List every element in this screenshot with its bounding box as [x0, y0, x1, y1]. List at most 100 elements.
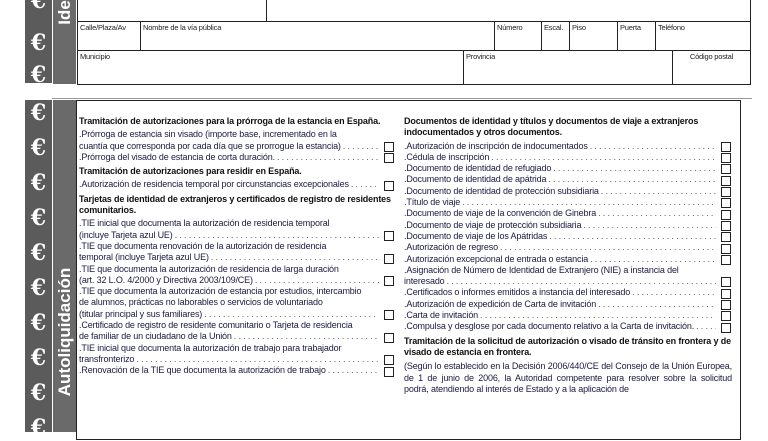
fee-checkbox[interactable]	[384, 141, 394, 152]
province-field[interactable]: Provincia	[464, 51, 673, 84]
fee-checkbox[interactable]	[721, 175, 731, 186]
floor-label: Piso	[572, 23, 586, 32]
fee-item: .TIE que documenta renovación de la auto…	[79, 241, 395, 264]
fee-item: .Documento de viaje de la convención de …	[404, 208, 732, 220]
phone-field[interactable]: Teléfono	[656, 22, 750, 51]
fee-checkbox[interactable]	[721, 164, 731, 175]
fee-checkbox[interactable]	[721, 153, 731, 164]
fee-checkbox[interactable]	[721, 141, 731, 152]
euro-icon: €	[30, 62, 47, 88]
fee-checkbox[interactable]	[384, 230, 394, 241]
fee-item: .Prórroga de estancia sin visado (import…	[79, 129, 395, 152]
fee-item-text: .Documento de identidad de refugiado	[404, 163, 552, 174]
fee-item-text: .Prórroga del visado de estancia de cort…	[79, 151, 275, 162]
fee-checkbox[interactable]	[721, 187, 731, 198]
dot-leader	[255, 275, 379, 286]
number-field[interactable]: Número	[495, 22, 542, 51]
fee-item-text: .Documento de viaje de los Apátridas	[404, 230, 548, 241]
surname-field[interactable]	[267, 0, 750, 22]
fee-item-text: transfronterizo	[79, 353, 135, 364]
municipality-field[interactable]: Municipio	[78, 51, 464, 84]
section-divider	[52, 98, 752, 99]
dot-leader	[234, 331, 379, 342]
fee-item: .Autorización de expedición de Carta de …	[404, 299, 732, 311]
fee-checkbox[interactable]	[721, 220, 731, 231]
euro-strip-top	[25, 0, 52, 83]
dot-leader	[343, 141, 379, 152]
fee-checkbox[interactable]	[384, 253, 394, 264]
fee-item-text: .Carta de invitación	[404, 310, 479, 321]
fee-checkbox[interactable]	[384, 153, 394, 164]
legal-note: (Según lo establecido en la Decisión 200…	[404, 361, 732, 394]
postal-code-field[interactable]: Código postal	[673, 51, 750, 84]
fee-checkbox[interactable]	[384, 310, 394, 321]
fee-item-text: (titular principal y sus familiares)	[79, 308, 203, 319]
fee-item: .Asignación de Número de Identidad de Ex…	[404, 265, 732, 288]
fee-item-text: interesado	[404, 276, 445, 287]
street-name-field[interactable]: Nombre de la vía pública	[141, 22, 495, 51]
staircase-field[interactable]: Escal.	[542, 22, 570, 51]
euro-icon: €	[30, 415, 47, 441]
fee-checkbox[interactable]	[384, 276, 394, 287]
fee-checkbox[interactable]	[384, 366, 394, 377]
fee-checkbox[interactable]	[384, 180, 394, 191]
fee-checkbox[interactable]	[721, 311, 731, 322]
euro-icon: €	[30, 310, 47, 336]
fee-item: .Documento de viaje de los Apátridas	[404, 230, 732, 243]
fee-item-text: .Asignación de Número de Identidad de Ex…	[404, 264, 679, 275]
fee-checkbox[interactable]	[721, 300, 731, 311]
fee-item: .Título de viaje	[404, 197, 732, 209]
self-assessment-section-label: Autoliquidación	[53, 100, 76, 432]
fee-checkbox[interactable]	[721, 254, 731, 265]
fee-checkbox[interactable]	[721, 322, 731, 333]
dot-leader	[500, 242, 716, 253]
left-column: Tramitación de autorizaciones para la pr…	[79, 113, 395, 377]
door-field[interactable]: Puerta	[618, 22, 656, 51]
identification-form: Calle/Plaza/Av Nombre de la vía pública …	[77, 0, 751, 85]
street-name-label: Nombre de la vía pública	[143, 23, 222, 32]
fee-item-text: .Documento de viaje de protección subsid…	[404, 219, 582, 230]
dot-leader	[598, 208, 716, 219]
fee-checkbox[interactable]	[721, 288, 731, 299]
fee-checkbox[interactable]	[384, 355, 394, 366]
dot-leader	[601, 186, 716, 197]
fee-checkbox[interactable]	[721, 209, 731, 220]
fee-checkbox[interactable]	[721, 277, 731, 288]
municipality-label: Municipio	[80, 52, 110, 61]
dot-leader	[549, 231, 716, 242]
street-type-field[interactable]: Calle/Plaza/Av	[78, 22, 141, 51]
dot-leader	[204, 309, 379, 320]
fee-item-text: .Documento de identidad de apátrida	[404, 174, 547, 185]
fee-checkbox[interactable]	[384, 332, 394, 343]
dot-leader	[462, 197, 716, 208]
floor-field[interactable]: Piso	[570, 22, 618, 51]
fee-item: .Documento de identidad de protección su…	[404, 186, 732, 198]
euro-icon: €	[30, 135, 47, 161]
euro-icon: €	[30, 380, 47, 406]
fee-checkbox[interactable]	[721, 243, 731, 254]
fee-checkbox[interactable]	[721, 198, 731, 209]
fee-item-text: cuantía que corresponda por cada día que…	[79, 140, 341, 151]
fee-item: .Carta de invitación	[404, 310, 732, 322]
dot-leader	[583, 220, 716, 231]
fee-item-text: .TIE que documenta la autorización de es…	[79, 286, 362, 297]
fee-item: .Prórroga del visado de estancia de cort…	[79, 151, 395, 164]
fee-item: .Autorización de regreso	[404, 242, 732, 254]
fee-item: .Certificados o informes emitidos a inst…	[404, 287, 732, 299]
name-field[interactable]	[78, 0, 267, 22]
right-column: Documentos de identidad y títulos y docu…	[404, 113, 732, 395]
fee-item: .Renovación de la TIE que documenta la a…	[79, 365, 395, 377]
fee-item: .Documento de identidad de refugiado	[404, 163, 732, 175]
dot-leader	[175, 230, 379, 241]
dot-leader	[590, 254, 716, 265]
section-heading: Tramitación de la solicitud de autorizac…	[404, 335, 731, 357]
fee-item-text: .Certificados o informes emitidos a inst…	[404, 287, 631, 298]
dot-leader	[277, 152, 379, 163]
fee-item: .Documento de viaje de protección subsid…	[404, 220, 732, 231]
euro-icon: €	[30, 170, 47, 196]
fee-item-text: (incluye Tarjeta azul UE)	[79, 229, 173, 240]
fee-item-text: (art. 32 L.O. 4/2000 y Directiva 2003/10…	[79, 274, 253, 285]
dot-leader	[632, 287, 716, 298]
fee-checkbox[interactable]	[721, 232, 731, 243]
staircase-label: Escal.	[544, 23, 564, 32]
